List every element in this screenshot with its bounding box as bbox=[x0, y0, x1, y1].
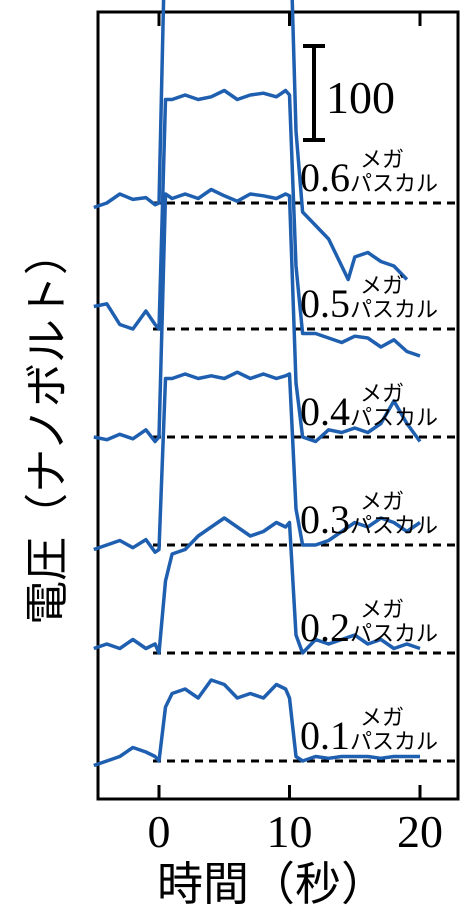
pressure-unit-top: メガ bbox=[360, 598, 404, 623]
pressure-value: 0.4 bbox=[300, 389, 350, 434]
voltage-trace bbox=[93, 0, 409, 282]
voltage-trace bbox=[93, 678, 420, 768]
x-axis-ticks: 0 10 20 bbox=[148, 12, 443, 857]
pressure-value: 0.3 bbox=[300, 497, 350, 542]
scale-bar-label: 100 bbox=[326, 72, 395, 123]
pressure-unit-top: メガ bbox=[360, 382, 404, 407]
pressure-unit-bottom: パスカル bbox=[350, 730, 438, 755]
plot-frame bbox=[96, 10, 460, 801]
voltage-trace bbox=[93, 516, 421, 655]
y-axis-title: 電圧（ナノボルト） bbox=[22, 231, 73, 625]
pressure-value: 0.5 bbox=[300, 281, 350, 326]
pressure-unit-bottom: パスカル bbox=[350, 298, 438, 323]
pressure-unit-bottom: パスカル bbox=[350, 172, 438, 197]
pressure-value: 0.1 bbox=[300, 713, 350, 758]
pressure-value: 0.6 bbox=[300, 155, 350, 200]
pressure-unit-top: メガ bbox=[360, 148, 404, 173]
voltage-trace bbox=[93, 88, 421, 358]
pressure-unit-bottom: パスカル bbox=[350, 622, 438, 647]
x-axis-title: 時間（秒） bbox=[157, 857, 387, 911]
pressure-unit-bottom: パスカル bbox=[350, 514, 438, 539]
voltage-traces bbox=[93, 0, 422, 768]
voltage-trace bbox=[93, 187, 422, 444]
x-tick-label: 20 bbox=[397, 806, 443, 857]
scale-bar: 100 bbox=[303, 44, 395, 142]
pressure-unit-top: メガ bbox=[360, 274, 404, 299]
voltage-trace bbox=[93, 370, 421, 554]
x-tick-label: 0 bbox=[148, 806, 171, 857]
pressure-unit-top: メガ bbox=[360, 490, 404, 515]
pressure-unit-bottom: パスカル bbox=[350, 406, 438, 431]
pressure-value: 0.2 bbox=[300, 605, 350, 650]
pressure-unit-top: メガ bbox=[360, 706, 404, 731]
x-tick-label: 10 bbox=[267, 806, 313, 857]
